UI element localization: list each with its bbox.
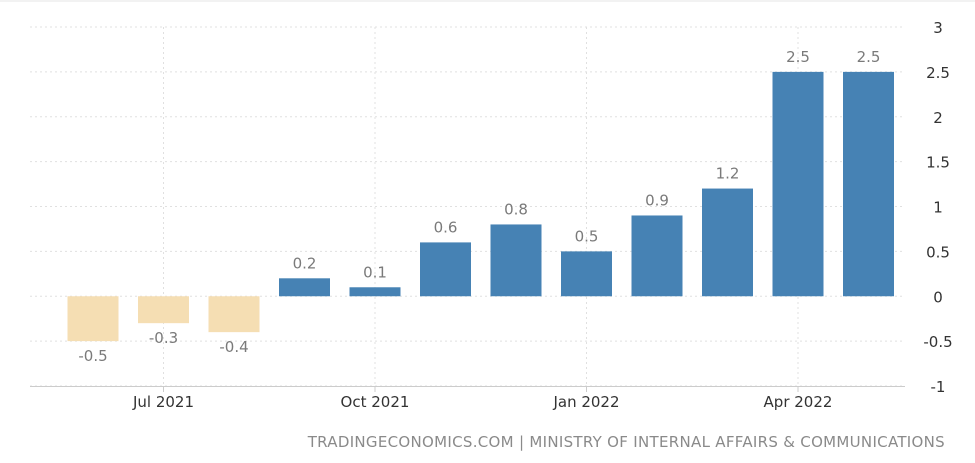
data-label: 1.2	[716, 165, 740, 183]
data-label: 2.5	[857, 48, 881, 66]
bar	[772, 71, 824, 297]
bars	[67, 71, 894, 342]
bar	[631, 215, 683, 297]
bar	[702, 188, 753, 297]
y-axis: 3 2.5 2 1.5 1 0.5 0 -0.5 -1	[923, 19, 952, 396]
source-credit: TRADINGECONOMICS.COM | MINISTRY OF INTER…	[307, 433, 945, 451]
y-tick-label: 0.5	[926, 243, 950, 261]
data-label: 0.8	[504, 200, 528, 218]
data-label: 0.2	[293, 254, 317, 272]
x-tick-label: Oct 2021	[341, 393, 410, 411]
data-label: 2.5	[786, 48, 810, 66]
data-label: 0.9	[645, 191, 669, 209]
y-tick-label: 1.5	[926, 154, 950, 172]
y-tick-label: 1	[933, 199, 943, 217]
bar	[279, 278, 330, 297]
y-tick-label: 2.5	[926, 64, 950, 82]
bar	[420, 242, 471, 297]
x-tick-label: Jul 2021	[132, 393, 194, 411]
bar	[138, 296, 189, 324]
data-label: 0.1	[363, 263, 387, 281]
y-tick-label: 0	[933, 288, 943, 306]
x-tick-label: Apr 2022	[764, 393, 833, 411]
bar	[843, 71, 894, 297]
bar	[208, 296, 260, 333]
data-label: -0.4	[219, 338, 248, 356]
data-labels: -0.5 -0.3 -0.4 0.2 0.1 0.6 0.8 0.5 0.9 1.2 2.5 2.5	[78, 48, 880, 365]
data-label: -0.5	[78, 347, 107, 365]
bar	[67, 296, 119, 342]
bar	[349, 287, 401, 297]
y-tick-label: -0.5	[923, 333, 952, 351]
data-label: 0.5	[575, 227, 599, 245]
grid	[0, 0, 975, 392]
x-tick-label: Jan 2022	[552, 393, 619, 411]
y-tick-label: 2	[933, 109, 943, 127]
x-axis: Jul 2021 Oct 2021 Jan 2022 Apr 2022	[132, 393, 832, 411]
bar	[561, 251, 612, 297]
data-label: -0.3	[149, 329, 178, 347]
data-label: 0.6	[434, 218, 458, 236]
y-tick-label: 3	[933, 19, 943, 37]
y-tick-label: -1	[931, 378, 946, 396]
bar	[490, 224, 542, 297]
